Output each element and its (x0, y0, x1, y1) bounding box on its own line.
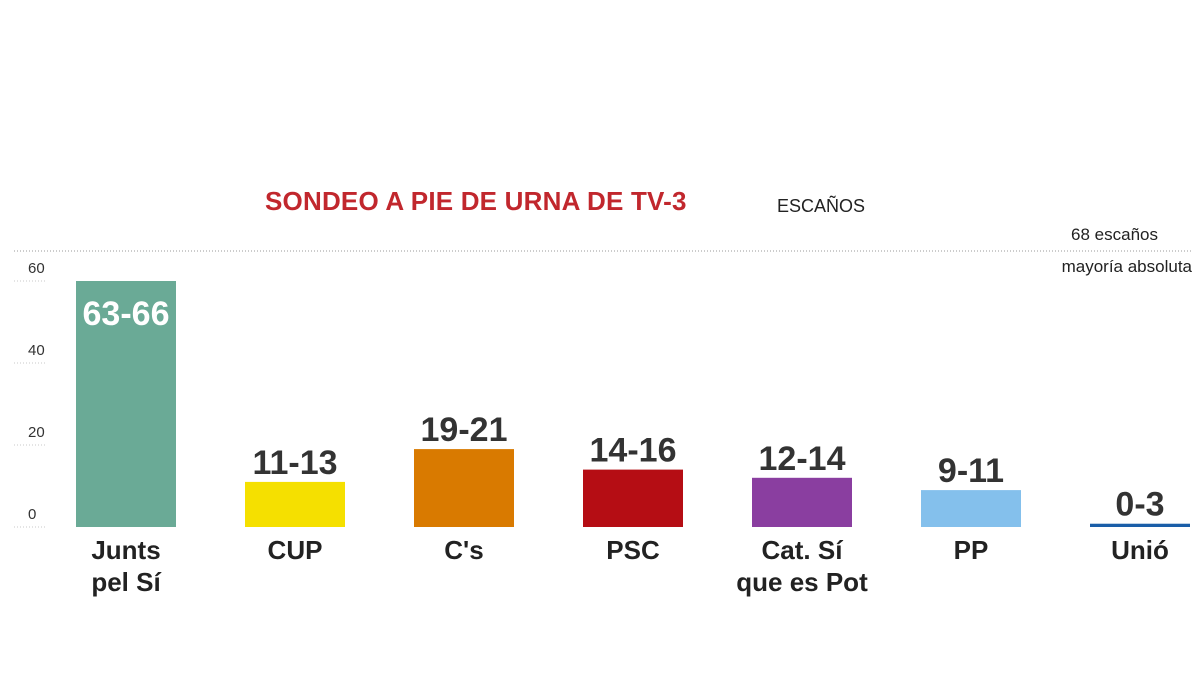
y-tick-label: 0 (28, 506, 36, 523)
chart-subtitle: ESCAÑOS (777, 196, 866, 216)
y-tick-label: 40 (28, 342, 45, 359)
reference-line-label: 68 escaños (1071, 225, 1158, 244)
bar (583, 469, 683, 527)
bar-value-label: 9-11 (938, 452, 1004, 490)
bar-value-label: 0-3 (1115, 486, 1164, 524)
category-label: pel Sí (91, 567, 161, 597)
bar-value-label: 14-16 (590, 432, 677, 470)
category-label: C's (444, 535, 483, 565)
chart-title: SONDEO A PIE DE URNA DE TV-3 (265, 186, 687, 216)
bar-value-label: 12-14 (759, 440, 846, 478)
bar-value-label: 11-13 (252, 444, 337, 482)
bar (1090, 523, 1190, 527)
category-label: que es Pot (736, 567, 868, 597)
y-tick-label: 60 (28, 260, 45, 277)
category-label: Unió (1111, 535, 1169, 565)
bar (245, 481, 345, 527)
y-tick-label: 20 (28, 424, 45, 441)
category-label: CUP (268, 535, 323, 565)
category-label: PP (954, 535, 989, 565)
bar-value-label: 63-66 (83, 295, 170, 333)
bar (414, 449, 514, 527)
reference-line-sublabel: mayoría absoluta (1061, 257, 1192, 276)
bar-value-label: 19-21 (421, 411, 508, 449)
bar (76, 281, 176, 527)
category-label: PSC (606, 535, 660, 565)
category-label: Junts (91, 535, 160, 565)
category-label: Cat. Sí (762, 535, 844, 565)
bar (752, 477, 852, 527)
bar (921, 490, 1021, 527)
